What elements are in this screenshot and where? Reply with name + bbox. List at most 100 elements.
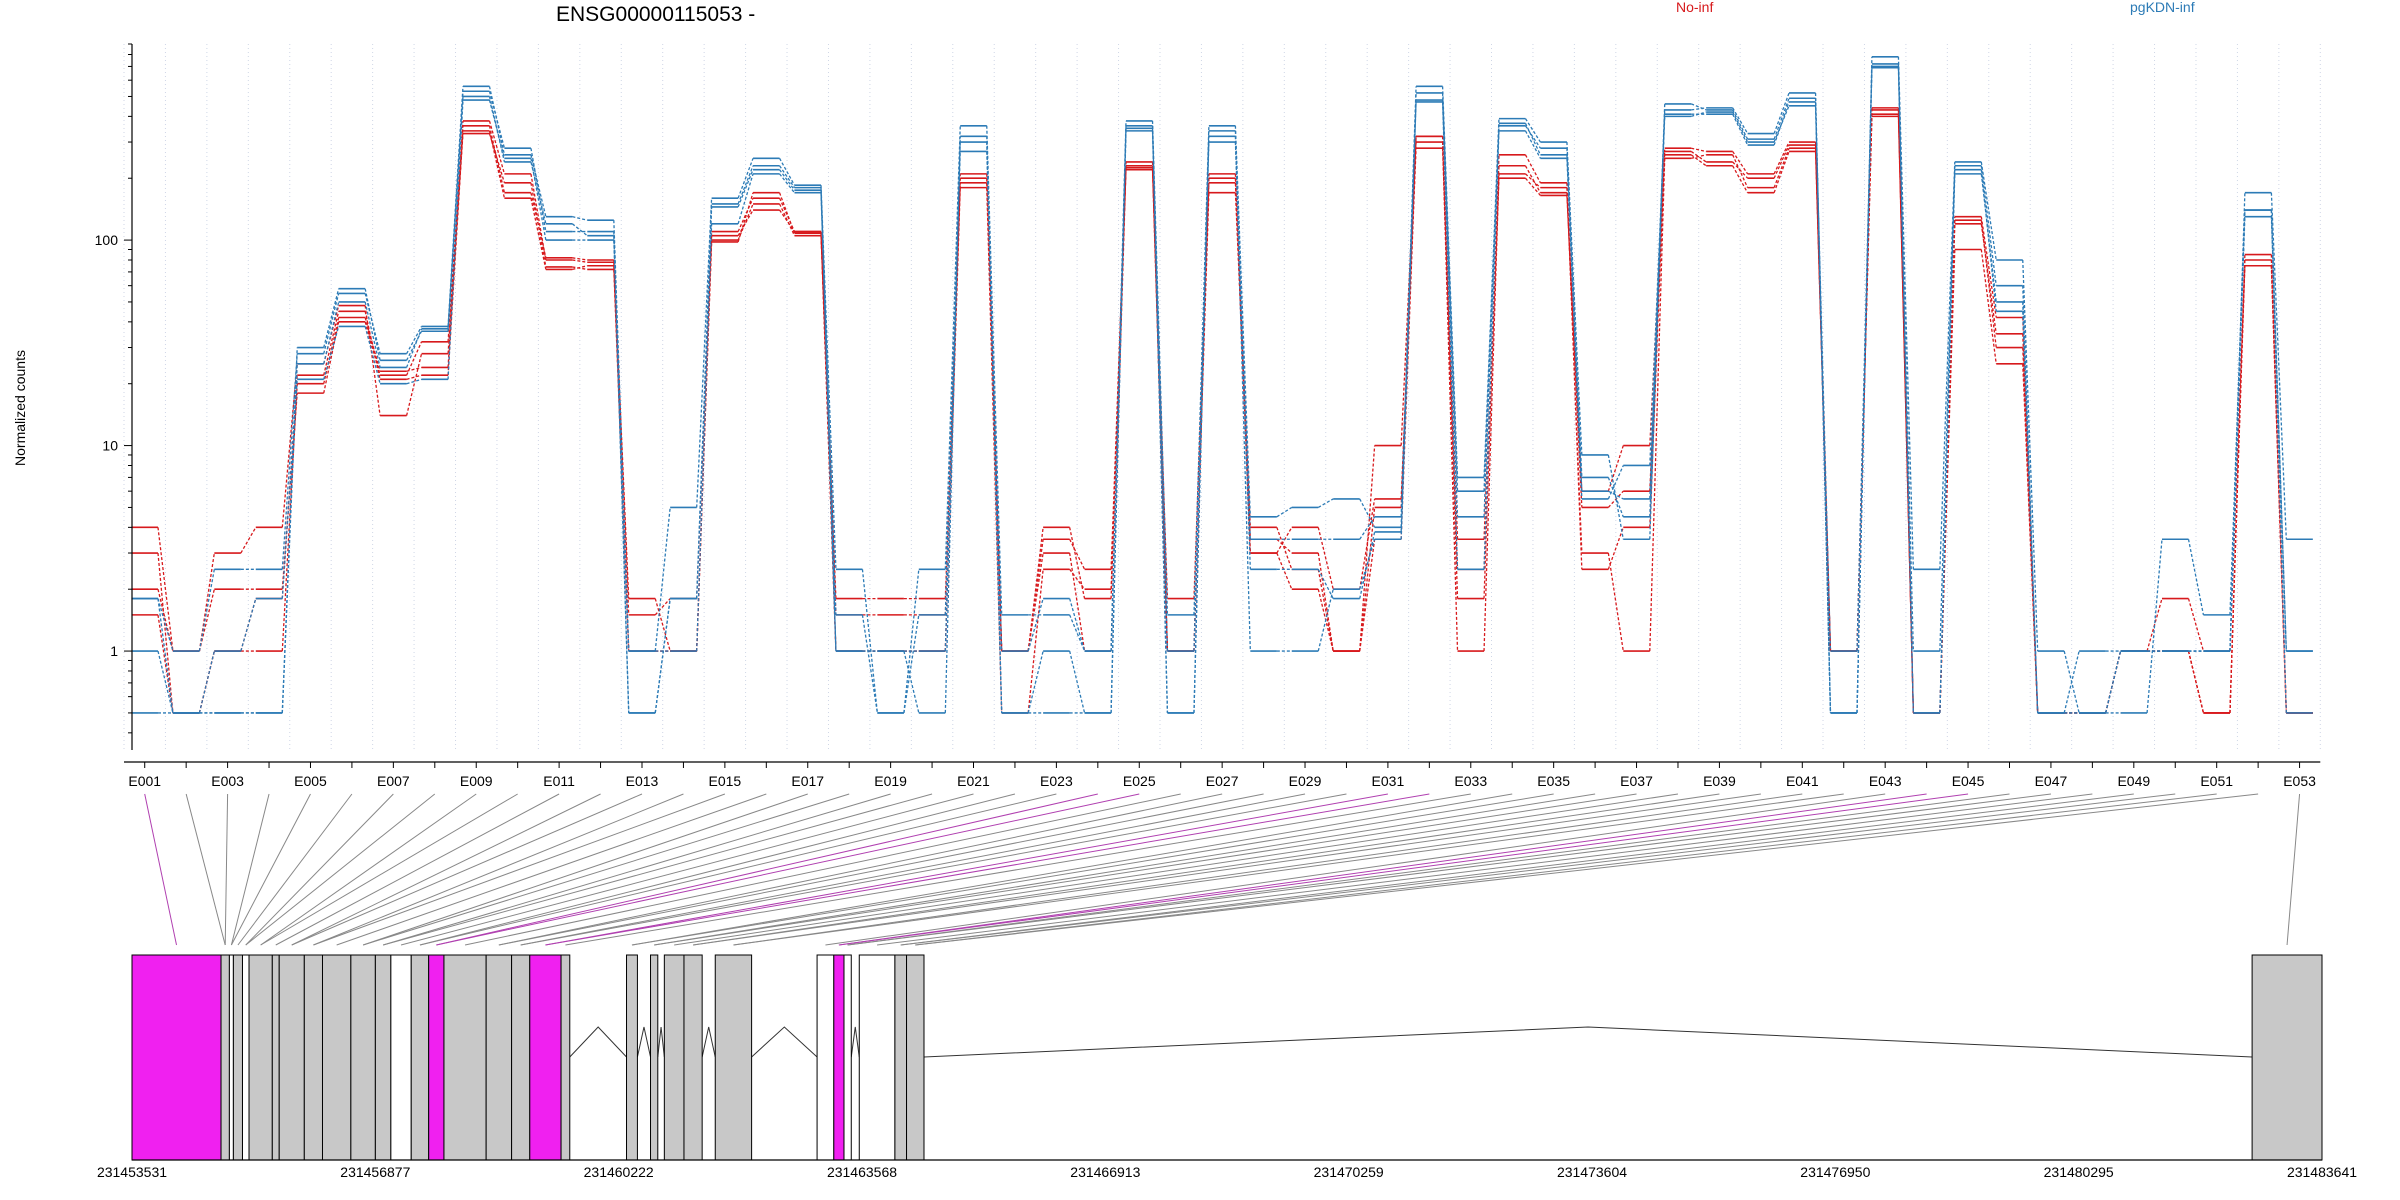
series-connector [1027,552,1044,652]
series-connector [1649,103,1666,517]
series-connector [1359,531,1376,599]
series-connector [1814,98,1832,713]
series-connector [1524,130,1541,159]
series-connector [1939,169,1956,652]
exon-connector [674,793,1679,946]
exon-connector [654,793,1596,946]
series-connector [447,96,464,329]
series-connector [903,614,920,714]
series-connector [1691,147,1707,153]
gene-exon-block [663,954,685,1161]
exon-connector [654,793,1637,946]
exon-connector [230,793,270,946]
series-connector [1732,111,1749,143]
series-connector [1897,67,1915,713]
series-connector [1980,216,1997,318]
x-tick-label: E029 [1289,773,1322,789]
series-connector [1359,498,1376,590]
series-connector [986,151,1003,652]
x-tick-label: E043 [1869,773,1902,789]
series-connector [406,330,423,361]
series-connector [2022,347,2039,713]
gene-model: 231453531 231456877 231460222 231463568 2314… [97,954,2357,1180]
axes: 1 10 100 E001 E003 E005 E007 E009 E011 E013 E015 E0… [95,43,2321,789]
gene-exon-block [485,954,513,1161]
exon-connector [2286,793,2301,946]
exon-connector [900,793,2134,946]
series-connector [157,552,174,713]
gene-exon-block [714,954,753,1161]
coord-tick-label: 231460222 [584,1164,654,1180]
series-connector [903,569,920,713]
exon-connector [825,793,1886,946]
series-connector [1980,165,1997,286]
coord-tick-label: 231473604 [1557,1164,1627,1180]
x-tick-label: E017 [791,773,824,789]
series-connector [157,527,174,652]
series-connector [488,130,506,199]
series-connector [2104,650,2122,714]
series-connector [1897,66,1915,652]
exon-connector [915,793,2217,946]
series-connector [1524,165,1541,194]
series-connector [488,99,506,159]
coord-tick-label: 231456877 [340,1164,410,1180]
series-connector [323,326,340,380]
exon-connector [838,793,1969,946]
exon-connector [464,793,1181,946]
exon-connector [275,793,560,946]
series-connector [447,125,464,342]
series-connector [1525,173,1541,189]
x-tick-label: E035 [1537,773,1570,789]
series-connector [1110,130,1127,713]
series-connector [530,182,547,268]
series-connector [1359,539,1376,652]
series-connector [1276,552,1293,590]
series-connector [820,192,837,652]
series-connector [778,192,796,234]
series-connector [1069,614,1086,652]
series-connector [1690,103,1707,111]
series-connector [1317,498,1334,508]
exon-connector [382,793,891,946]
series-connector [1359,498,1376,528]
coord-tick-label: 231470259 [1314,1164,1384,1180]
series-connector [1856,66,1873,652]
series-lines [131,55,2313,714]
coord-tick-label: 231483641 [2287,1164,2357,1180]
x-tick-label: E053 [2283,773,2316,789]
exon-connector [291,793,643,946]
series-connector [1814,105,1832,652]
series-connector [737,169,754,208]
series-connector [654,507,671,652]
exon-connector [733,793,1844,946]
y-tick-label: 10 [102,438,118,454]
series-connector [198,650,215,714]
series-connector [1027,650,1044,714]
series-connector [2187,650,2205,714]
series-connector [1110,128,1127,652]
series-connector [1980,220,1997,348]
exon-connector [498,793,1223,946]
exon-connector [915,793,2259,946]
series-connector [406,374,422,380]
series-connector [1773,144,1790,179]
series-connector [572,265,588,271]
series-connector [1069,568,1086,590]
exon-connector [631,793,1513,946]
series-connector [737,165,754,205]
exon-connector [692,793,1761,946]
series-connector [1732,154,1749,188]
series-connector [1317,569,1334,652]
exon-connector [230,793,311,946]
series-connector [737,197,754,232]
series-connector [240,598,257,652]
series-connector [364,288,381,361]
exon-connector [362,793,808,946]
gene-exon-block [833,954,845,1161]
series-connector [737,203,754,241]
series-connector [488,125,506,193]
series-connector [364,311,381,380]
series-connector [157,598,174,652]
legend-entry-no-inf: No-inf [1676,0,1713,15]
